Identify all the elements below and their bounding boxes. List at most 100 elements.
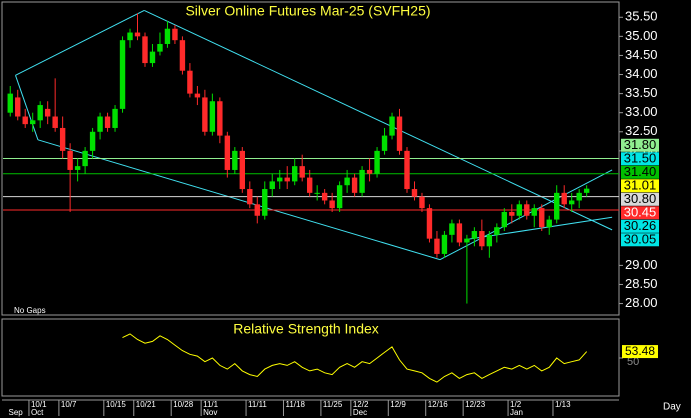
price-badge <box>621 219 659 233</box>
candle-body <box>209 101 216 132</box>
candle-body <box>74 166 81 170</box>
candle-body <box>336 185 343 209</box>
candle-body <box>396 116 403 151</box>
x-tick-label: 10/1 <box>31 400 47 409</box>
candle-body <box>441 234 448 254</box>
candle-body <box>269 181 275 190</box>
candle-body <box>112 108 118 128</box>
y-tick-label: 34.00 <box>625 66 658 81</box>
price-badge <box>621 165 659 179</box>
x-tick-label: 1/13 <box>555 400 571 409</box>
month-label: Oct <box>31 408 44 417</box>
candle-body <box>486 234 493 247</box>
candle-body <box>516 204 522 216</box>
candle-body <box>67 150 73 170</box>
candle-body <box>149 51 156 64</box>
trendline <box>144 9 613 231</box>
price-badge <box>621 138 659 152</box>
candle-body <box>30 120 36 125</box>
x-tick-label: 11/11 <box>248 400 267 409</box>
candle-body <box>321 192 328 201</box>
candle-body <box>374 150 380 174</box>
candle-body <box>284 177 290 182</box>
x-tick-label: 11/18 <box>285 400 305 409</box>
candle-body <box>389 116 395 136</box>
period-label: Day <box>663 402 681 413</box>
x-tick-label: 11/1 <box>203 400 219 409</box>
price-badge-label: 31.50 <box>624 151 657 166</box>
x-tick-label: 10/7 <box>61 400 77 409</box>
candle-body <box>119 40 126 109</box>
candle-body <box>37 105 43 121</box>
y-tick-label: 33.50 <box>625 85 658 100</box>
y-tick-label: 33.00 <box>625 104 658 119</box>
candle-body <box>15 97 21 117</box>
candle-body <box>524 204 530 216</box>
price-badge-label: 30.45 <box>624 205 657 220</box>
candle-body <box>202 97 208 132</box>
candle-body <box>142 36 148 64</box>
candle-body <box>479 231 485 247</box>
candle-body <box>89 131 96 151</box>
candle-body <box>554 192 560 220</box>
price-badge-label: 30.26 <box>624 218 657 233</box>
candle-body <box>239 150 246 190</box>
y-tick-label: 32.50 <box>625 123 658 138</box>
candle-body <box>232 150 238 170</box>
y-tick-label: 34.50 <box>625 47 658 62</box>
candle-body <box>561 192 567 205</box>
y-tick-label: 35.50 <box>625 9 658 24</box>
rsi-line <box>122 333 588 383</box>
candle-body <box>59 127 66 151</box>
candle-body <box>187 70 193 94</box>
candle-body <box>127 32 133 41</box>
candle-body <box>471 231 478 239</box>
candle-body <box>404 150 410 190</box>
x-tick-label: 12/9 <box>390 400 406 409</box>
candle-body <box>7 93 13 113</box>
x-tick-label: 12/23 <box>465 400 486 409</box>
candle-body <box>22 116 28 125</box>
candle-body <box>247 189 253 205</box>
rsi-tick-label: 50 <box>627 356 639 368</box>
candle-body <box>509 211 515 216</box>
candle-body <box>299 166 305 178</box>
x-tick-label: 12/2 <box>353 400 369 409</box>
candle-body <box>217 101 223 136</box>
candle-body <box>464 238 470 243</box>
rsi-badge <box>622 345 658 359</box>
candle-body <box>164 28 171 44</box>
rsi-title: Relative Strength Index <box>233 321 379 337</box>
y-tick-label: 28.00 <box>625 295 658 310</box>
candle-body <box>411 189 418 197</box>
x-tick-label: 1/2 <box>510 400 522 409</box>
trendline <box>37 139 441 261</box>
candle-body <box>104 116 111 128</box>
candle-body <box>426 208 433 239</box>
candle-body <box>194 93 201 98</box>
candle-body <box>179 40 186 71</box>
candle-body <box>224 135 231 170</box>
month-label: Jan <box>510 408 523 417</box>
candle-body <box>52 116 58 128</box>
trendline <box>15 9 145 76</box>
candle-body <box>568 200 575 205</box>
candle-body <box>44 108 51 117</box>
candle-body <box>419 196 425 209</box>
candle-body <box>262 189 268 216</box>
price-badge-label: 31.01 <box>624 178 657 193</box>
candle-body <box>292 166 298 182</box>
trendline <box>15 75 39 140</box>
price-badge <box>621 233 659 247</box>
candle-body <box>329 200 335 209</box>
candle-body <box>344 177 350 186</box>
candle-body <box>381 135 388 151</box>
gap-note: No Gaps <box>14 306 46 315</box>
candle-body <box>82 150 88 167</box>
candle-body <box>456 223 463 243</box>
candle-body <box>172 28 178 41</box>
rsi-badge-label: 53.48 <box>625 344 655 358</box>
candle-body <box>494 227 500 235</box>
